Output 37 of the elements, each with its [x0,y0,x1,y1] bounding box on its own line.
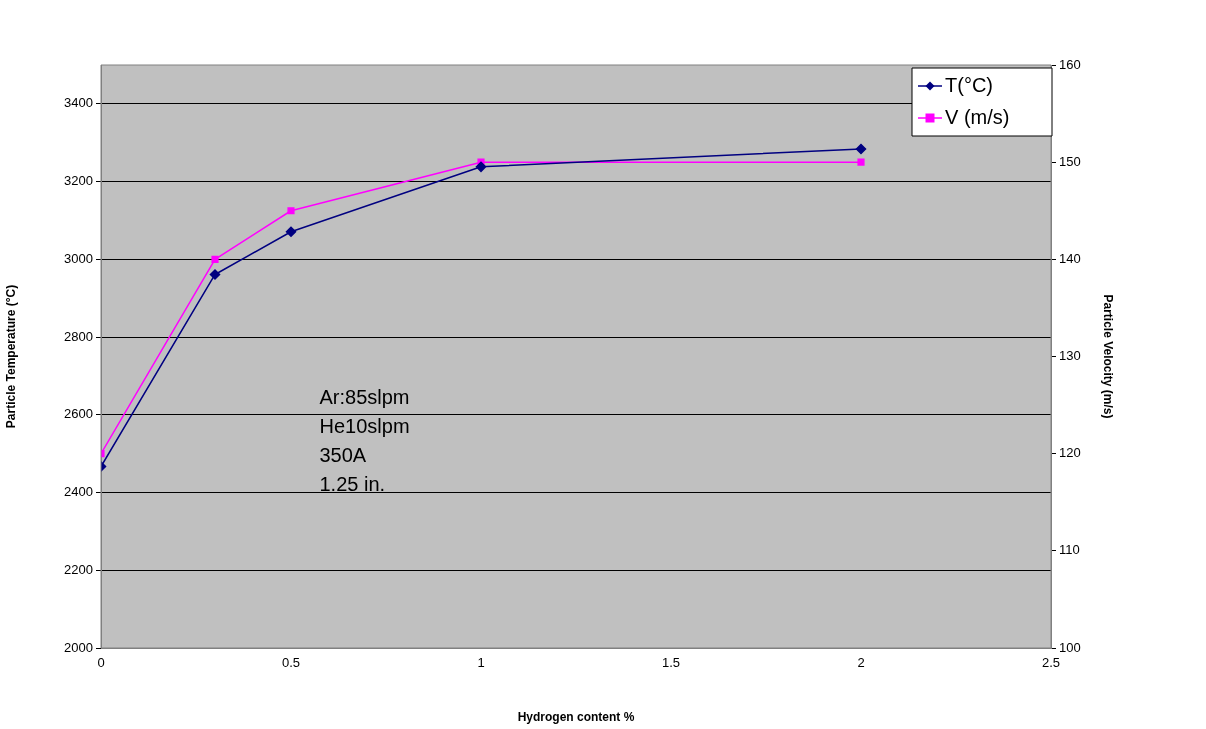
x-tick-label: 1 [477,655,485,671]
y-tick-label: 2200 [64,561,93,577]
y2-tick-label: 150 [1059,153,1081,169]
annotation: He10slpm [319,415,410,437]
point [857,158,865,166]
y2-tick-label: 130 [1059,348,1081,364]
y2-axis-title: Particle Velocity (m/s) [1101,294,1116,419]
y-tick-label: 3000 [64,250,93,266]
legend-label: V (m/s) [945,105,1010,128]
point [285,226,297,237]
annotation: 1.25 in. [319,473,386,495]
y2-tick-label: 110 [1059,542,1080,558]
point [475,161,487,173]
y2-tick-label: 100 [1059,639,1081,655]
y2-tick-label: 160 [1059,56,1081,72]
legend-label: T(°C) [945,73,993,96]
point [209,269,221,280]
point [211,255,219,263]
y2-tick-label: 120 [1059,445,1081,461]
x-axis-title: Hydrogen content % [517,710,635,725]
x-tick-label: 2 [857,655,865,671]
y-tick-label: 3200 [64,173,93,189]
x-tick-label: 0.5 [281,655,301,671]
x-tick-label: 2.5 [1041,655,1061,671]
y-axis-title: Particle Temperature (°C) [3,284,18,429]
y-tick-label: 2600 [64,406,93,422]
y-tick-label: 3400 [64,95,93,111]
point [855,143,867,155]
x-tick-label: 1.5 [661,655,681,671]
y-tick-label: 2800 [64,328,93,344]
annotation: 350A [319,444,367,466]
point [287,207,295,215]
y-tick-label: 2000 [64,639,93,655]
y2-tick-label: 140 [1059,250,1081,266]
y-tick-label: 2400 [64,484,93,500]
x-tick-label: 0 [97,655,105,671]
annotation: Ar:85slpm [319,386,410,408]
